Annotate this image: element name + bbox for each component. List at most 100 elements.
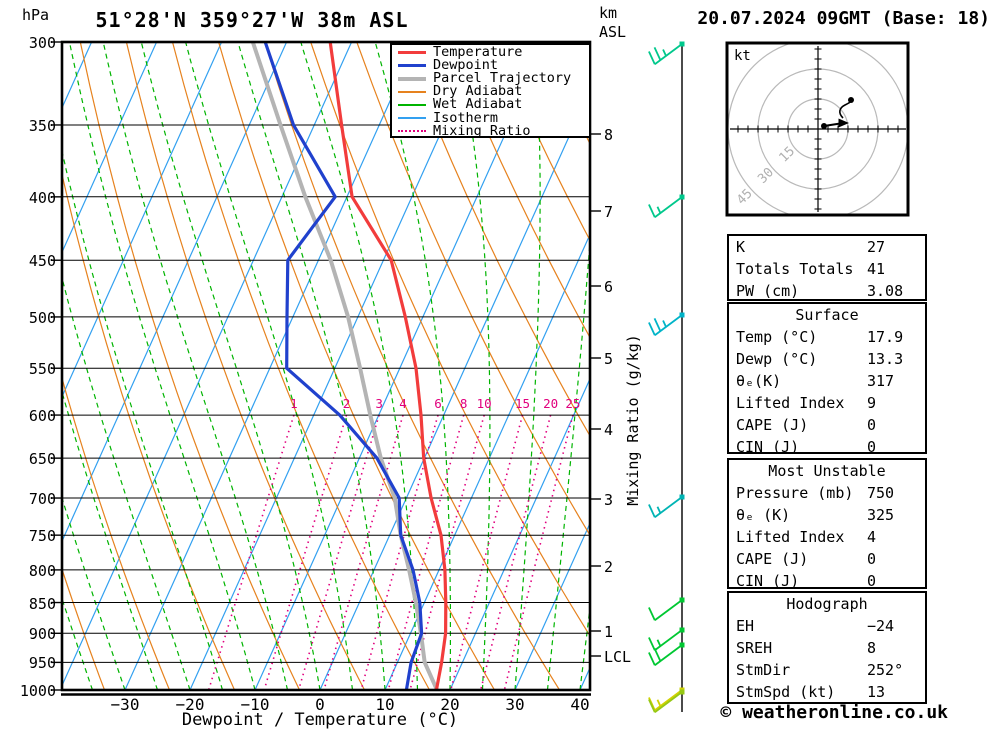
mixing-ratio-label: 1 [290, 396, 298, 411]
legend-item: Mixing Ratio [398, 122, 589, 139]
table-row: CAPE (J) 0 [729, 414, 925, 436]
temperature-tick-label: 10 [375, 695, 395, 714]
table-row: Totals Totals 41 [729, 258, 925, 280]
pressure-tick-label: 550 [28, 360, 56, 379]
legend-item-label: Wet Adiabat [433, 96, 523, 113]
row-label: Temp (°C) [736, 328, 818, 346]
row-label: Pressure (mb) [736, 484, 854, 502]
row-value: 17.9 [867, 328, 904, 346]
pressure-tick-label: 600 [28, 407, 56, 426]
temperature-axis-title: Dewpoint / Temperature (°C) [181, 710, 459, 730]
isotherm-lines [62, 42, 590, 690]
row-label: StmDir [736, 661, 791, 679]
legend-line-sample [398, 117, 426, 120]
legend-line-sample [398, 64, 426, 68]
row-label: θₑ (K) [736, 506, 791, 524]
temperature-tick-label: 30 [505, 695, 525, 714]
table-header: Hodograph [786, 595, 868, 613]
hodograph-border [725, 41, 910, 217]
row-label: Lifted Index [736, 528, 845, 546]
row-value: 41 [867, 260, 886, 278]
page-title: 51°28'N 359°27'W 38m ASL [95, 8, 409, 32]
legend-item-label: Temperature [433, 44, 523, 61]
row-value: 4 [867, 528, 877, 546]
table-row: StmSpd (kt) 13 [729, 681, 925, 703]
wind-barb [648, 194, 685, 218]
legend-line-sample [398, 76, 426, 81]
legend-line-sample [398, 103, 426, 106]
row-label: CIN (J) [736, 572, 800, 590]
row-value: 13 [867, 683, 886, 701]
temperature-tick-label: −30 [110, 695, 140, 714]
row-label: CAPE (J) [736, 550, 809, 568]
curve-dewpoint [263, 42, 424, 690]
table-row: Pressure (mb) 750 [729, 482, 925, 504]
wind-barb [648, 627, 685, 651]
km-tick-label: 4 [604, 421, 614, 439]
pressure-ticks [51, 41, 61, 691]
legend: Temperature Dewpoint Parcel Trajectory Dry … [390, 43, 591, 138]
hodograph-unit-label: kt [734, 48, 751, 64]
table-row: θₑ(K) 317 [729, 370, 925, 392]
legend-item: Dry Adiabat [398, 85, 589, 98]
table-row: Lifted Index 4 [729, 526, 925, 548]
datetime-label: 20.07.2024 09GMT (Base: 18) [697, 8, 990, 29]
legend-item-label: Parcel Trajectory [433, 70, 572, 87]
legend-item-label: Mixing Ratio [433, 122, 531, 139]
wind-barb [648, 642, 685, 666]
pressure-tick-label: 500 [28, 308, 56, 327]
table-most-unstable: Most Unstable Pressure (mb) 750 θₑ (K) 325 Li… [727, 458, 927, 592]
table-row: CIN (J) 0 [729, 436, 925, 458]
lcl-label: LCL [604, 648, 632, 666]
row-value: 317 [867, 372, 895, 390]
wet-adiabat-lines [62, 42, 590, 690]
pressure-tick-label: 900 [28, 625, 56, 644]
row-value: 0 [867, 416, 877, 434]
row-label: Totals Totals [736, 260, 854, 278]
pressure-tick-label: 350 [28, 116, 56, 135]
hodograph-dot [821, 123, 827, 129]
row-label: EH [736, 617, 755, 635]
mixing-ratio-label: 20 [543, 396, 558, 411]
copyright-label: © weatheronline.co.uk [720, 702, 948, 723]
mixing-ratio-label: 6 [434, 396, 442, 411]
altitude-axis-unit: km ASL [599, 4, 627, 41]
mixing-ratio-label: 2 [343, 396, 351, 411]
km-tick-label: 3 [604, 491, 614, 509]
pressure-tick-label: 300 [28, 34, 56, 52]
wind-barb [648, 597, 685, 621]
hodograph-ring-label: 15 [776, 144, 798, 166]
row-label: θₑ(K) [736, 372, 782, 390]
wind-barb [648, 689, 685, 713]
table-row: EH −24 [729, 615, 925, 637]
km-tick-label: 1 [604, 623, 614, 641]
table-row: CAPE (J) 0 [729, 548, 925, 570]
pressure-tick-label: 800 [28, 561, 56, 580]
km-tick-label: 8 [604, 126, 614, 144]
hodograph-ring-label: 45 [734, 186, 756, 208]
legend-line-sample [398, 130, 426, 133]
plot-area: 1 2 3 4 6 8 10 15 20 25 [62, 42, 590, 690]
table-header: Surface [795, 306, 859, 324]
km-tick-label: 5 [604, 350, 614, 368]
wind-barb [648, 312, 685, 336]
pressure-tick-label: 450 [28, 252, 56, 271]
temperature-tick-label: −10 [240, 695, 270, 714]
hodograph-arrowhead [838, 118, 849, 128]
pressure-tick-label: 850 [28, 594, 56, 613]
row-value: 27 [867, 238, 886, 256]
km-ticks [591, 133, 601, 657]
table-row: CIN (J) 0 [729, 570, 925, 592]
mixing-ratio-label: 25 [565, 396, 580, 411]
row-label: CIN (J) [736, 438, 800, 456]
table-row: PW (cm) 3.08 [729, 280, 925, 302]
hodograph-ring-label: 30 [755, 165, 777, 187]
wind-barb [648, 41, 685, 65]
row-label: CAPE (J) [736, 416, 809, 434]
pressure-tick-label: 1000 [19, 682, 56, 700]
table-row: Dewp (°C) 13.3 [729, 348, 925, 370]
pressure-axis-unit: hPa [22, 6, 50, 24]
legend-item: Parcel Trajectory [398, 70, 589, 87]
